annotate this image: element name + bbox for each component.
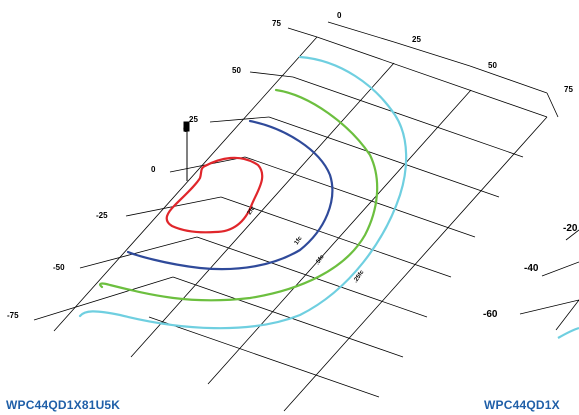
contour-label-05fc: .5fc <box>315 254 326 266</box>
x-tick-0: 0 <box>337 11 342 20</box>
left-y-ticks: 75 50 25 0 -25 -50 -75 <box>7 19 281 320</box>
y-tick-75: 75 <box>272 19 281 28</box>
left-tick-leaders <box>33 21 559 321</box>
contour-label-2fc: 2fc <box>247 205 257 216</box>
y-tick-m25: -25 <box>96 211 108 220</box>
x-tick-75: 75 <box>564 85 573 94</box>
right-y-tick-m40: -40 <box>524 263 539 274</box>
isofootcandle-contours <box>78 55 408 330</box>
y-tick-25: 25 <box>189 115 198 124</box>
left-grid <box>53 36 548 412</box>
right-grid <box>519 229 579 331</box>
left-caption: WPC44QD1X81U5K <box>6 398 121 412</box>
contour-1fc <box>126 119 334 271</box>
right-y-tick-m20: -20 <box>563 223 578 234</box>
y-tick-m75: -75 <box>7 311 19 320</box>
right-caption: WPC44QD1X <box>484 398 560 412</box>
y-tick-50: 50 <box>232 66 241 75</box>
right-y-ticks: -20 -40 -60 <box>483 223 578 320</box>
contour-025fc <box>78 55 408 330</box>
left-x-ticks: 0 25 50 75 <box>337 11 573 94</box>
contour-2fc <box>165 156 264 234</box>
x-tick-50: 50 <box>488 61 497 70</box>
luminaire-pole <box>183 121 190 181</box>
y-tick-m50: -50 <box>53 263 65 272</box>
right-contour <box>557 326 579 339</box>
contour-05fc <box>99 88 379 302</box>
y-tick-0: 0 <box>151 165 156 174</box>
x-tick-25: 25 <box>412 35 421 44</box>
contour-label-1fc: 1fc <box>294 235 304 246</box>
pole-label: 0 <box>183 124 188 134</box>
right-y-tick-m60: -60 <box>483 309 498 320</box>
